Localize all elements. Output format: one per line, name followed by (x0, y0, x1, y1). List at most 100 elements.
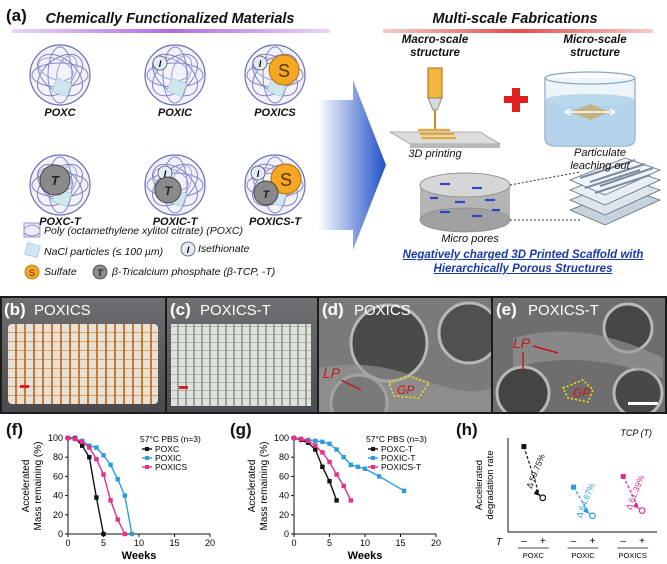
data-point-poxics-t (298, 436, 304, 442)
panel-b-label: (b) (4, 300, 26, 319)
panel-e-label: (e) (496, 300, 517, 319)
panel-f-label: (f) (6, 420, 23, 439)
y-axis-label: Accelerateddegradation rate (474, 450, 496, 519)
svg-text:GP: GP (573, 386, 590, 400)
x-tick-label: 20 (205, 538, 215, 548)
legend-sulfate: Sulfate (44, 266, 77, 278)
group-label: POXICS (618, 551, 646, 560)
y-tick-label: 20 (53, 510, 63, 520)
legend-title: 57°C PBS (n=3) (366, 434, 427, 444)
legend-entry: POXC-T (381, 444, 413, 454)
x-tick-label: 20 (431, 538, 441, 548)
material-name-poxics-t: POXICS-T (249, 216, 301, 228)
svg-text:T: T (97, 268, 104, 278)
data-point-poxic-t (377, 474, 382, 479)
legend-entry: POXIC-T (381, 453, 415, 463)
y-axis-label: AcceleratedMass remaining (%) (21, 442, 44, 531)
data-point-poxic-t (401, 488, 407, 493)
data-point-poxic-t (313, 438, 318, 444)
x-tick-label: 5 (101, 538, 106, 548)
svg-text:LP: LP (323, 365, 341, 381)
data-point-poxic-t (348, 462, 353, 468)
panel-a-label: (a) (6, 6, 27, 25)
data-point-poxics-t (291, 435, 297, 441)
data-point-poxc (101, 531, 106, 537)
legend-marker (145, 465, 149, 469)
scaffold-caption: Negatively charged 3D Printed Scaffold w… (402, 249, 644, 275)
tick-plus: + (639, 536, 645, 547)
data-point-poxics (122, 531, 127, 537)
chart-g: 0 5 10 15 20 0 20 40 60 80 100 Weeks AcceleratedMass… (247, 433, 441, 562)
legend-marker (371, 456, 375, 460)
data-point-poxics-t (348, 498, 353, 503)
svg-text:LP: LP (513, 335, 531, 351)
fabrication-diagram (388, 67, 662, 233)
x-axis-label: Weeks (348, 550, 383, 562)
micro-pores-label: Micro pores (441, 233, 499, 245)
data-point-poxic-t (334, 447, 339, 452)
tcp-axis-label: T (496, 537, 503, 548)
printing-label: 3D printing (408, 148, 462, 160)
data-point-poxc (80, 443, 85, 448)
panel-g-label: (g) (230, 420, 252, 439)
y-tick-label: 60 (279, 471, 289, 481)
data-point-poxics-t (334, 472, 339, 477)
data-point-poxics (101, 472, 106, 477)
arrow-head (533, 488, 540, 496)
macro-scale-title: Macro-scale structure (401, 34, 469, 59)
tick-minus: – (521, 536, 527, 547)
change-label: Δ 61.39% (623, 473, 646, 511)
x-tick-label: 10 (134, 538, 144, 548)
y-tick-label: 40 (53, 491, 63, 501)
data-point-poxic-t (341, 455, 346, 460)
series-line-poxc (68, 437, 105, 535)
data-point-poxics (87, 445, 92, 450)
data-point-poxc-t (320, 464, 325, 469)
tick-minus: – (571, 536, 577, 547)
y-tick-label: 0 (284, 529, 289, 539)
svg-text:T: T (51, 173, 60, 188)
sem-d: GP LP (319, 298, 491, 412)
y-axis-label: AcceleratedMass remaining (%) (247, 442, 270, 531)
tick-minus: – (620, 536, 626, 547)
chart-f: 0 5 10 15 20 0 20 40 60 80 100 Weeks AcceleratedMass… (21, 433, 215, 562)
legend-title: 57°C PBS (n=3) (140, 434, 201, 444)
data-point-poxics (94, 456, 99, 462)
material-name-poxics: POXICS (254, 107, 296, 119)
y-tick-label: 100 (274, 433, 289, 443)
point-plus-poxic (589, 512, 596, 520)
x-tick-label: 0 (65, 538, 70, 548)
arrow-head (583, 506, 590, 514)
leaching-label: Particulate leaching out (570, 147, 630, 172)
point-minus-poxics (620, 473, 626, 479)
legend-poxc: Poly (octamethylene xylitol citrate) (PO… (44, 225, 243, 237)
data-point-poxics (108, 498, 113, 503)
data-point-poxic (101, 453, 106, 458)
y-tick-label: 100 (48, 433, 63, 443)
data-point-poxics-t (320, 450, 325, 455)
point-minus-poxc (521, 444, 527, 450)
data-point-poxc-t (334, 498, 339, 503)
material-name-poxc-t: POXC-T (39, 216, 81, 228)
legend-marker (371, 465, 375, 469)
right-section-title: Multi-scale Fabrications (432, 11, 598, 27)
y-tick-label: 80 (53, 452, 63, 462)
legend-entry: POXIC (155, 453, 181, 463)
y-tick-label: 60 (53, 471, 63, 481)
data-point-poxics (65, 435, 71, 441)
group-label: POXC (523, 551, 545, 560)
y-tick-label: 40 (279, 491, 289, 501)
point-minus-poxic (571, 484, 577, 490)
x-tick-label: 10 (360, 538, 370, 548)
sulfate-icon (268, 54, 300, 86)
poxic-ball (144, 44, 206, 106)
photo-b (2, 298, 165, 412)
panel-d-label: (d) (322, 300, 344, 319)
legend-isethionate: Isethionate (198, 243, 250, 255)
material-name-poxic: POXIC (157, 107, 193, 119)
data-point-poxic-t (355, 464, 361, 469)
legend-entry: POXC (155, 444, 179, 454)
data-point-poxic-t (362, 466, 368, 471)
legend-marker (145, 456, 149, 460)
